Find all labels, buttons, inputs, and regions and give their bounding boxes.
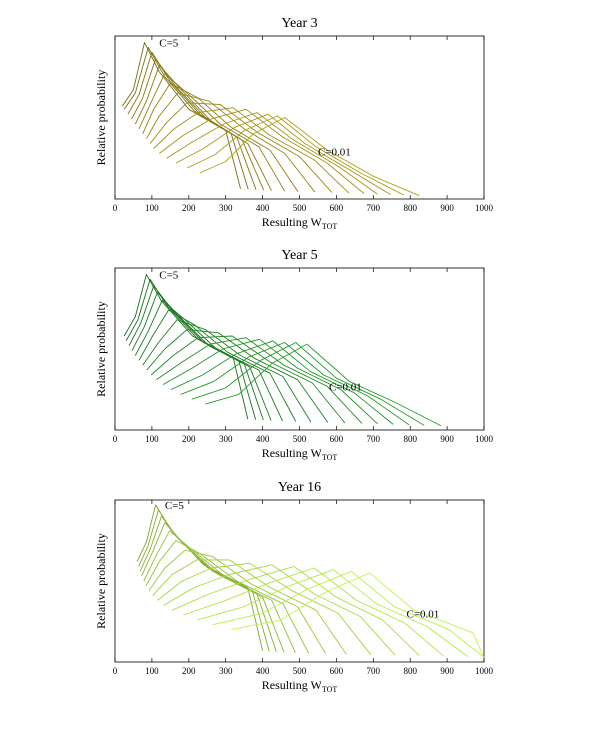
- series-line: [150, 335, 346, 424]
- series-line: [138, 309, 297, 422]
- series-line: [196, 569, 469, 658]
- plot-frame: [114, 499, 485, 663]
- y-axis-label: Relative probability: [94, 301, 108, 397]
- x-tick-label: 0: [113, 203, 118, 213]
- x-tick-label: 100: [145, 666, 159, 676]
- series-line: [142, 319, 312, 423]
- series-line: [123, 46, 249, 190]
- chart-panel-3: Year 16 0 100 200 300 400 500 600 700 800 900 1000 R…: [94, 480, 494, 694]
- x-tick-label: 100: [145, 434, 159, 444]
- series-line: [152, 559, 347, 655]
- x-tick-label: 100: [145, 203, 159, 213]
- x-tick-label: 300: [219, 666, 233, 676]
- plot-frame: [114, 35, 485, 200]
- series-line: [131, 58, 265, 191]
- series-line: [143, 530, 296, 653]
- x-tick-label: 500: [293, 434, 307, 444]
- annotation-label: C=0.01: [329, 381, 362, 393]
- x-tick-label: 600: [330, 203, 344, 213]
- series-line: [157, 562, 372, 655]
- series-line: [231, 572, 485, 658]
- series-line: [180, 342, 410, 426]
- series-line: [205, 343, 442, 427]
- x-tick-label: 700: [367, 434, 381, 444]
- x-tick-label: 900: [440, 666, 454, 676]
- series-line: [175, 113, 391, 195]
- annotation-label: C=5: [165, 500, 185, 512]
- annotation-label: C=5: [159, 269, 179, 281]
- x-tick-label: 800: [403, 666, 417, 676]
- series-line: [149, 102, 333, 193]
- x-tick-label: 1000: [475, 203, 494, 213]
- series-line: [212, 570, 485, 658]
- series-line: [148, 549, 327, 654]
- x-tick-label: 0: [113, 666, 118, 676]
- series-line: [183, 567, 445, 657]
- x-tick-label: 300: [219, 203, 233, 213]
- series-line: [136, 504, 264, 651]
- x-tick-label: 800: [403, 434, 417, 444]
- annotation-label: C=5: [159, 38, 179, 50]
- x-tick-label: 700: [367, 666, 381, 676]
- series-line: [186, 115, 405, 196]
- x-tick-label: 500: [293, 203, 307, 213]
- x-tick-label: 900: [440, 203, 454, 213]
- series-line: [138, 73, 286, 192]
- y-axis-label: Relative probability: [94, 70, 108, 166]
- series-line: [156, 337, 363, 424]
- x-tick-label: 200: [182, 666, 196, 676]
- chart-title: Year 3: [281, 16, 317, 31]
- series-line: [166, 112, 378, 195]
- x-tick-label: 0: [113, 434, 118, 444]
- chart-title: Year 16: [278, 480, 321, 495]
- x-axis-label: Resulting WTOT: [262, 678, 338, 694]
- series-line: [170, 340, 394, 425]
- series-line: [141, 522, 285, 653]
- series-line: [199, 117, 420, 197]
- series-line: [139, 515, 277, 652]
- series-line: [127, 51, 257, 190]
- x-tick-label: 700: [367, 203, 381, 213]
- x-tick-label: 300: [219, 434, 233, 444]
- x-tick-label: 200: [182, 434, 196, 444]
- y-axis-label: Relative probability: [94, 533, 108, 629]
- x-axis-label: Resulting WTOT: [262, 215, 338, 231]
- x-tick-label: 500: [293, 666, 307, 676]
- series-line: [138, 509, 270, 652]
- x-tick-label: 900: [440, 434, 454, 444]
- x-tick-label: 200: [182, 203, 196, 213]
- series-line: [191, 342, 425, 426]
- x-tick-label: 400: [256, 666, 270, 676]
- annotation-label: C=0.01: [407, 608, 440, 620]
- series-line: [146, 92, 316, 193]
- x-axis-label: Resulting WTOT: [262, 446, 338, 462]
- series-line: [172, 565, 420, 657]
- series-line: [153, 107, 350, 194]
- series-line: [146, 329, 329, 423]
- annotation-label: C=0.01: [318, 147, 351, 159]
- series-line: [145, 540, 310, 654]
- plot-frame: [114, 267, 485, 431]
- x-tick-label: 400: [256, 203, 270, 213]
- series-line: [134, 64, 272, 191]
- chart-panel-1: Year 3 0 100 200 300 400 500 600 700 800 900 1000 Re…: [94, 16, 494, 231]
- series-line: [159, 108, 365, 194]
- x-tick-label: 600: [330, 434, 344, 444]
- series-line: [163, 564, 396, 656]
- x-tick-label: 600: [330, 666, 344, 676]
- x-tick-label: 800: [403, 203, 417, 213]
- x-tick-label: 1000: [475, 434, 494, 444]
- chart-title: Year 5: [281, 248, 317, 263]
- x-tick-label: 1000: [475, 666, 494, 676]
- x-tick-label: 400: [256, 434, 270, 444]
- series-line: [162, 338, 379, 425]
- chart-panel-2: Year 5 0 100 200 300 400 500 600 700 800 900 1000 Re…: [94, 248, 494, 462]
